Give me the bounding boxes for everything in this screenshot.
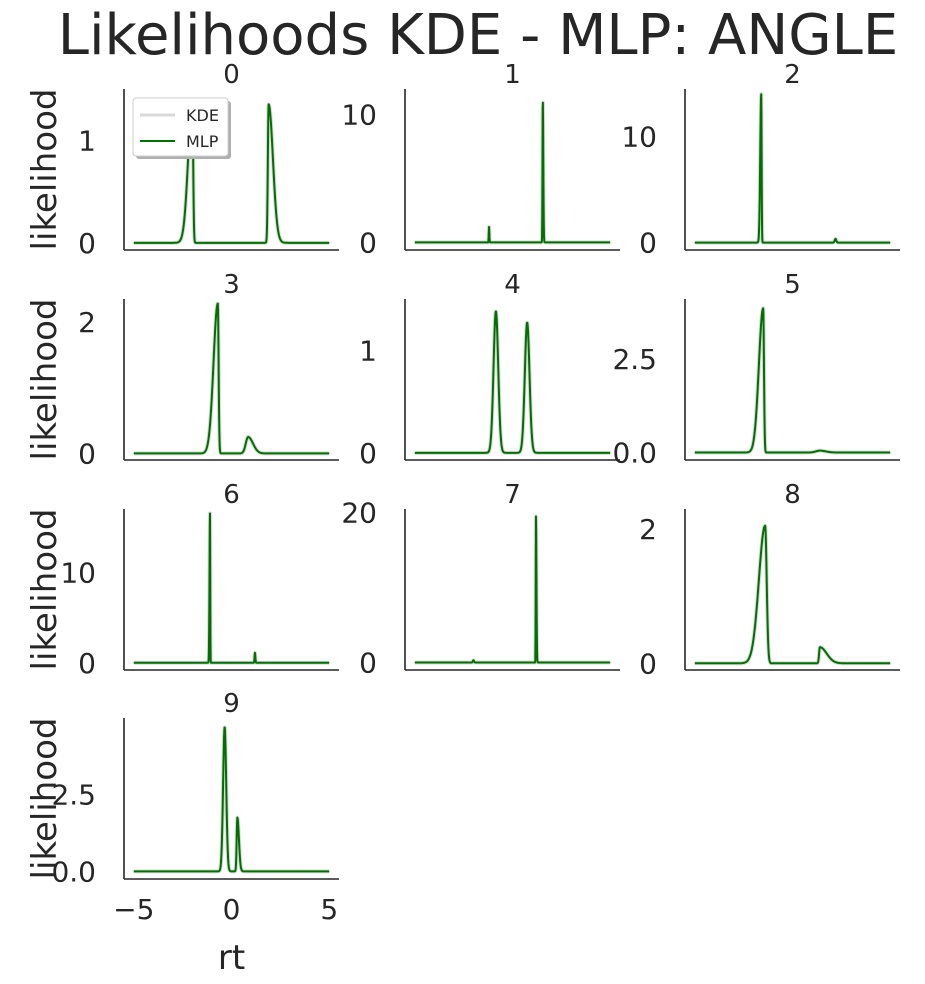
mlp-line <box>132 726 331 873</box>
y-tick-label: 0 <box>78 437 96 470</box>
y-tick-label: 10 <box>341 99 377 132</box>
kde-line <box>131 725 332 874</box>
subplot-4: 4 0 1 <box>359 270 620 470</box>
mlp-line <box>132 103 331 244</box>
y-tick-label: 2.5 <box>612 343 657 376</box>
legend-label-mlp: MLP <box>186 132 219 151</box>
subplot-title: 7 <box>504 480 521 510</box>
y-tick-label: 2 <box>78 306 96 339</box>
mlp-line <box>413 310 612 454</box>
y-tick-label: 0 <box>78 647 96 680</box>
y-tick-label: 0 <box>359 437 377 470</box>
panel-grid: 001likelihood10102010302likelihood40150.… <box>25 60 900 978</box>
subplot-title: 3 <box>223 270 240 300</box>
y-axis-label: likelihood <box>25 89 65 251</box>
subplot-title: 2 <box>784 60 801 90</box>
x-tick-label: 5 <box>320 893 338 926</box>
kde-line <box>692 306 893 455</box>
y-axis-label: likelihood <box>25 299 65 461</box>
mlp-line <box>693 524 892 665</box>
mlp-line <box>413 101 612 244</box>
y-tick-label: 10 <box>621 121 657 154</box>
subplot-8: 8 0 2 <box>639 480 900 680</box>
y-axis-label: likelihood <box>25 509 65 671</box>
subplot-title: 5 <box>784 270 801 300</box>
kde-line <box>412 514 613 665</box>
subplot-5: 5 0.0 2.5 <box>612 270 900 470</box>
kde-line <box>692 523 893 666</box>
subplot-title: 6 <box>223 480 240 510</box>
x-tick-label: −5 <box>113 893 154 926</box>
y-tick-label: 10 <box>60 556 96 589</box>
y-tick-label: 0 <box>359 226 377 259</box>
y-tick-label: 2.5 <box>51 779 96 812</box>
subplot-title: 1 <box>504 60 521 90</box>
y-tick-label: 0.0 <box>612 437 657 470</box>
y-tick-label: 2 <box>639 513 657 546</box>
figure-title: Likelihoods KDE - MLP: ANGLE <box>58 3 898 68</box>
legend: KDE MLP <box>132 97 231 159</box>
y-tick-label: 0 <box>359 647 377 680</box>
mlp-line <box>132 512 331 664</box>
mlp-line <box>132 302 331 455</box>
mlp-line <box>413 515 612 664</box>
subplot-3: 3 0 2 likelihood <box>25 270 339 470</box>
subplot-title: 4 <box>504 270 521 300</box>
y-tick-label: 1 <box>78 124 96 157</box>
x-tick-label: 0 <box>223 893 241 926</box>
subplot-title: 0 <box>223 60 240 90</box>
subplot-0: 0 0 1 likelihood <box>25 60 339 260</box>
kde-line <box>131 301 332 456</box>
kde-line <box>412 100 613 245</box>
subplot-title: 9 <box>223 689 240 719</box>
y-tick-label: 0 <box>78 227 96 260</box>
x-axis-label: rt <box>218 938 245 978</box>
legend-label-kde: KDE <box>186 106 219 125</box>
mlp-line <box>693 307 892 454</box>
y-tick-label: 0 <box>639 647 657 680</box>
kde-line <box>692 92 893 245</box>
mlp-line <box>693 93 892 244</box>
subplot-title: 8 <box>784 480 801 510</box>
y-tick-label: 0.0 <box>51 855 96 888</box>
kde-line <box>412 309 613 455</box>
y-tick-label: 0 <box>639 227 657 260</box>
kde-line <box>131 511 332 665</box>
subplot-7: 7 0 20 <box>341 480 620 680</box>
y-tick-label: 1 <box>359 334 377 367</box>
y-tick-label: 20 <box>341 497 377 530</box>
y-axis-label: likelihood <box>25 718 65 880</box>
